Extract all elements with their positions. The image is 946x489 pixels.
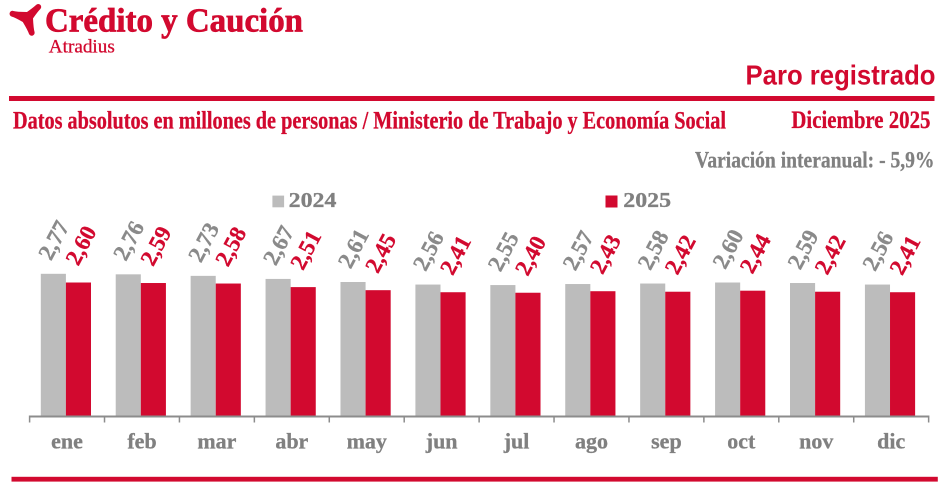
svg-text:abr: abr <box>275 429 308 454</box>
svg-text:sep: sep <box>651 429 682 454</box>
svg-text:2024: 2024 <box>289 188 337 212</box>
svg-text:ago: ago <box>575 429 608 454</box>
svg-text:nov: nov <box>799 429 833 454</box>
svg-text:jun: jun <box>425 429 458 454</box>
svg-text:mar: mar <box>197 429 236 454</box>
svg-text:oct: oct <box>727 429 756 454</box>
svg-text:Paro registrado: Paro registrado <box>746 59 936 90</box>
svg-text:Crédito y Caución: Crédito y Caución <box>45 3 303 40</box>
svg-text:Variación interanual: - 5,9%: Variación interanual: - 5,9% <box>695 148 935 173</box>
svg-text:Atradius: Atradius <box>49 38 115 58</box>
svg-text:jul: jul <box>503 429 530 454</box>
svg-text:ene: ene <box>51 429 83 454</box>
svg-text:feb: feb <box>127 429 156 454</box>
svg-text:Datos absolutos en millones de: Datos absolutos en millones de personas … <box>13 107 726 134</box>
svg-text:dic: dic <box>877 429 905 454</box>
svg-text:Diciembre 2025: Diciembre 2025 <box>791 107 930 134</box>
svg-text:2025: 2025 <box>623 188 671 212</box>
svg-text:may: may <box>347 429 387 454</box>
